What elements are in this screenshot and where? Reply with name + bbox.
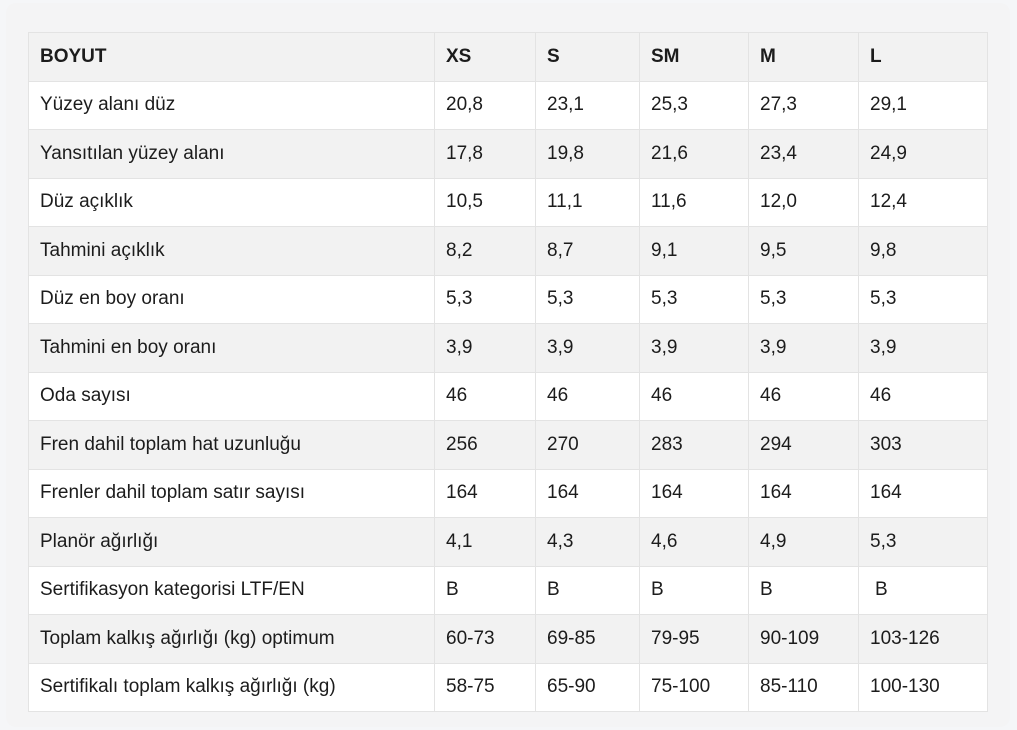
value-cell: 19,8	[535, 129, 640, 179]
value-cell: 24,9	[858, 129, 988, 179]
value-cell: 303	[858, 420, 988, 470]
value-cell: 9,8	[858, 226, 988, 276]
value-cell: 23,1	[535, 80, 640, 130]
value-cell: 58-75	[434, 662, 536, 712]
value-cell: B	[748, 565, 859, 615]
row-label-cell: Fren dahil toplam hat uzunluğu	[28, 420, 435, 470]
value-cell: 5,3	[535, 274, 640, 324]
value-cell: 3,9	[748, 323, 859, 373]
row-label-cell: Sertifikasyon kategorisi LTF/EN	[28, 565, 435, 615]
table-row: Planör ağırlığı 4,1 4,3 4,6 4,9 5,3	[28, 517, 988, 567]
value-cell: B	[858, 565, 988, 615]
table-row: Yansıtılan yüzey alanı 17,8 19,8 21,6 23,4 24…	[28, 129, 988, 179]
value-cell: 5,3	[858, 274, 988, 324]
value-cell: 60-73	[434, 614, 536, 664]
table-row: Toplam kalkış ağırlığı (kg) optimum 60-73…	[28, 614, 988, 664]
value-cell: 270	[535, 420, 640, 470]
row-label-cell: Frenler dahil toplam satır sayısı	[28, 468, 435, 518]
value-cell: B	[434, 565, 536, 615]
row-label-cell: Yansıtılan yüzey alanı	[28, 129, 435, 179]
value-cell: 3,9	[639, 323, 749, 373]
value-cell: 294	[748, 420, 859, 470]
value-cell: 164	[748, 468, 859, 518]
header-cell-sm: SM	[639, 32, 749, 82]
value-cell: 8,7	[535, 226, 640, 276]
value-cell: 25,3	[639, 80, 749, 130]
value-cell: 164	[535, 468, 640, 518]
header-cell-m: M	[748, 32, 859, 82]
value-cell: 69-85	[535, 614, 640, 664]
value-cell: 5,3	[434, 274, 536, 324]
row-label-cell: Yüzey alanı düz	[28, 80, 435, 130]
table-row: Sertifikalı toplam kalkış ağırlığı (kg) 5…	[28, 662, 988, 712]
value-cell: 85-110	[748, 662, 859, 712]
table-row: Frenler dahil toplam satır sayısı 164 164 1…	[28, 468, 988, 518]
header-cell-l: L	[858, 32, 988, 82]
value-cell: 46	[748, 371, 859, 421]
row-label-cell: Tahmini açıklık	[28, 226, 435, 276]
value-cell: 4,9	[748, 517, 859, 567]
table-row: Tahmini açıklık 8,2 8,7 9,1 9,5 9,8	[28, 226, 988, 276]
table-row: Oda sayısı 46 46 46 46 46	[28, 371, 988, 421]
value-cell: 75-100	[639, 662, 749, 712]
size-spec-table: BOYUT XS S SM M L Yüzey alanı düz 20,8 23,…	[28, 32, 988, 712]
value-cell: 8,2	[434, 226, 536, 276]
value-cell: 11,6	[639, 177, 749, 227]
value-cell: 29,1	[858, 80, 988, 130]
value-cell: 46	[535, 371, 640, 421]
table-row: Fren dahil toplam hat uzunluğu 256 270 283 2…	[28, 420, 988, 470]
value-cell: 164	[639, 468, 749, 518]
value-cell: 65-90	[535, 662, 640, 712]
value-cell: 3,9	[535, 323, 640, 373]
value-cell: 11,1	[535, 177, 640, 227]
value-cell: 46	[858, 371, 988, 421]
value-cell: 3,9	[434, 323, 536, 373]
table-header-row: BOYUT XS S SM M L	[28, 32, 988, 82]
value-cell: 4,1	[434, 517, 536, 567]
value-cell: 164	[858, 468, 988, 518]
value-cell: 23,4	[748, 129, 859, 179]
value-cell: 9,5	[748, 226, 859, 276]
table-row: Düz açıklık 10,5 11,1 11,6 12,0 12,4	[28, 177, 988, 227]
table-row: Yüzey alanı düz 20,8 23,1 25,3 27,3 29,1	[28, 80, 988, 130]
value-cell: 9,1	[639, 226, 749, 276]
value-cell: 164	[434, 468, 536, 518]
value-cell: 5,3	[639, 274, 749, 324]
value-cell: 12,0	[748, 177, 859, 227]
value-cell: 4,3	[535, 517, 640, 567]
value-cell: 27,3	[748, 80, 859, 130]
value-cell: 90-109	[748, 614, 859, 664]
value-cell: 17,8	[434, 129, 536, 179]
value-cell: 46	[639, 371, 749, 421]
row-label-cell: Oda sayısı	[28, 371, 435, 421]
row-label-cell: Düz açıklık	[28, 177, 435, 227]
value-cell: 21,6	[639, 129, 749, 179]
value-cell: 46	[434, 371, 536, 421]
value-cell: 10,5	[434, 177, 536, 227]
row-label-cell: Sertifikalı toplam kalkış ağırlığı (kg)	[28, 662, 435, 712]
value-cell: B	[535, 565, 640, 615]
row-label-cell: Tahmini en boy oranı	[28, 323, 435, 373]
row-label-cell: Toplam kalkış ağırlığı (kg) optimum	[28, 614, 435, 664]
value-cell: 4,6	[639, 517, 749, 567]
value-cell: 12,4	[858, 177, 988, 227]
table-row: Tahmini en boy oranı 3,9 3,9 3,9 3,9 3,9	[28, 323, 988, 373]
value-cell: 79-95	[639, 614, 749, 664]
row-label-cell: Planör ağırlığı	[28, 517, 435, 567]
value-cell: 103-126	[858, 614, 988, 664]
value-cell: 100-130	[858, 662, 988, 712]
header-cell-size: BOYUT	[28, 32, 435, 82]
header-cell-s: S	[535, 32, 640, 82]
header-cell-xs: XS	[434, 32, 536, 82]
value-cell: 283	[639, 420, 749, 470]
value-cell: B	[639, 565, 749, 615]
value-cell: 256	[434, 420, 536, 470]
value-cell: 5,3	[858, 517, 988, 567]
value-cell: 5,3	[748, 274, 859, 324]
value-cell: 3,9	[858, 323, 988, 373]
table-row: Sertifikasyon kategorisi LTF/EN B B B B B	[28, 565, 988, 615]
value-cell: 20,8	[434, 80, 536, 130]
row-label-cell: Düz en boy oranı	[28, 274, 435, 324]
table-row: Düz en boy oranı 5,3 5,3 5,3 5,3 5,3	[28, 274, 988, 324]
